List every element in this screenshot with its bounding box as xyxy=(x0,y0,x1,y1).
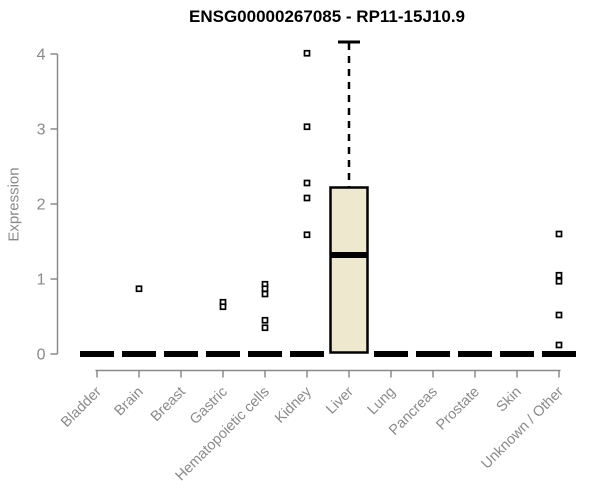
chart-title: ENSG00000267085 - RP11-15J10.9 xyxy=(189,7,465,26)
outlier-point xyxy=(555,341,563,349)
outlier-point xyxy=(135,285,143,293)
outlier-point xyxy=(303,49,311,57)
outlier-point xyxy=(261,290,269,298)
outlier-point xyxy=(555,271,563,279)
x-axis-category-label: Skin xyxy=(494,384,525,415)
outlier-point xyxy=(261,324,269,332)
outlier-point xyxy=(261,285,269,293)
x-axis-category-label: Breast xyxy=(148,384,189,425)
zero-median-bar xyxy=(122,351,156,357)
zero-median-bar xyxy=(416,351,450,357)
y-axis-tick-label: 3 xyxy=(37,122,46,139)
y-axis-tick-label: 2 xyxy=(37,197,46,214)
x-axis-category-label: Liver xyxy=(323,384,357,418)
outlier-point xyxy=(303,231,311,239)
outlier-point xyxy=(303,123,311,131)
y-axis-tick-label: 0 xyxy=(37,347,46,364)
x-axis-category-label: Lung xyxy=(365,384,399,418)
zero-median-bar xyxy=(290,351,324,357)
outlier-point xyxy=(303,194,311,202)
outlier-point xyxy=(555,277,563,285)
box-iqr xyxy=(329,186,369,354)
outlier-point xyxy=(555,311,563,319)
outlier-point xyxy=(555,230,563,238)
x-axis-category-label: Brain xyxy=(112,384,147,419)
x-axis-category-label: Prostate xyxy=(433,384,482,433)
y-axis-tick-label: 1 xyxy=(37,272,46,289)
zero-median-bar xyxy=(500,351,534,357)
outlier-point xyxy=(219,303,227,311)
zero-median-bar xyxy=(248,351,282,357)
outlier-point xyxy=(303,179,311,187)
zero-median-bar xyxy=(206,351,240,357)
x-axis-category-label: Bladder xyxy=(58,384,105,431)
zero-median-bar xyxy=(80,351,114,357)
zero-median-bar xyxy=(458,351,492,357)
y-axis-tick-label: 4 xyxy=(37,47,46,64)
zero-median-bar xyxy=(374,351,408,357)
outlier-point xyxy=(261,316,269,324)
zero-median-bar xyxy=(164,351,198,357)
zero-median-bar xyxy=(542,351,576,357)
x-axis-category-label: Kidney xyxy=(272,383,315,426)
